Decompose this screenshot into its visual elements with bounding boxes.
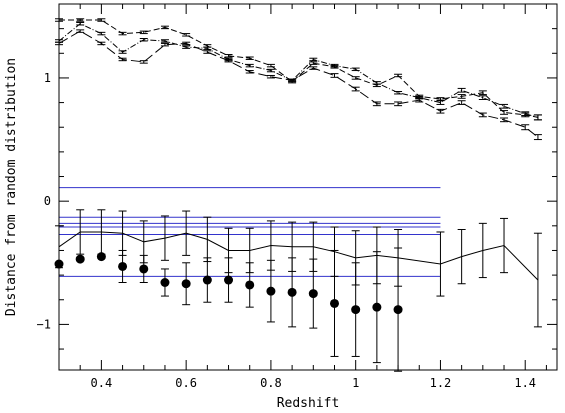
- data-point: [266, 286, 276, 296]
- x-tick-label: 1.2: [430, 376, 452, 390]
- data-point: [393, 305, 403, 315]
- data-point: [139, 264, 149, 274]
- y-axis-label: Distance from random distribution: [4, 58, 19, 316]
- series-line: [58, 231, 539, 281]
- x-tick-label: 0.4: [91, 376, 113, 390]
- series-5: [54, 247, 403, 372]
- x-tick-label: 1.4: [514, 376, 536, 390]
- data-point: [118, 261, 128, 271]
- data-point: [224, 275, 234, 285]
- data-point: [372, 302, 382, 312]
- series-line: [59, 19, 538, 118]
- y-tick-label: 1: [44, 71, 51, 85]
- x-tick-label: 0.6: [175, 376, 197, 390]
- series-3: [55, 29, 542, 141]
- series-2: [55, 21, 542, 121]
- data-point: [351, 305, 361, 315]
- y-tick-label: 0: [44, 194, 51, 208]
- data-point: [245, 280, 255, 290]
- data-point: [181, 279, 191, 289]
- series-line: [58, 23, 539, 118]
- y-tick-label: −1: [37, 317, 51, 331]
- axes: 0.4 0.6 0.8 1 1.2 1.4 −1 0 1: [37, 3, 557, 390]
- data-point: [160, 278, 170, 288]
- x-tick-label: 1: [352, 376, 359, 390]
- x-tick-label: 0.8: [260, 376, 282, 390]
- plot-frame: [58, 3, 558, 371]
- data-point: [308, 289, 318, 299]
- series-1: [55, 18, 542, 121]
- data-point: [75, 254, 85, 264]
- data-point: [96, 252, 106, 262]
- x-axis-label: Redshift: [277, 396, 340, 411]
- data-point: [329, 298, 339, 308]
- data-point: [202, 275, 212, 285]
- plot-area: [54, 18, 542, 372]
- data-point: [287, 287, 297, 297]
